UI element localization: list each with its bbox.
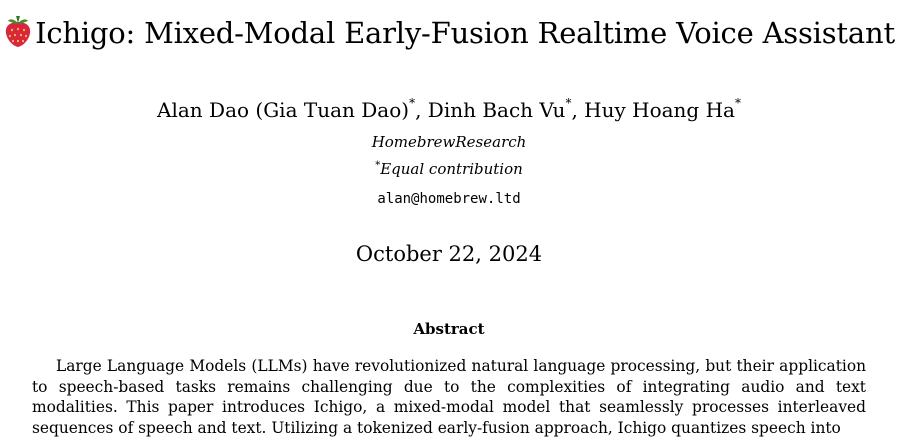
publication-date: October 22, 2024 [355,242,543,266]
strawberry-icon [5,16,31,47]
equal-contribution-text: Equal contribution [380,160,523,178]
equal-contribution-note: *Equal contribution [0,160,898,178]
equal-contribution-mark: * [375,160,381,171]
author-separator: , [571,98,585,122]
author-email[interactable]: alan@homebrew.ltd [377,191,521,207]
abstract-body: Large Language Models (LLMs) have revolu… [32,357,866,437]
author-mark: * [565,96,572,111]
author-mark: * [734,96,741,111]
author-name: Alan Dao (Gia Tuan Dao) [157,98,410,122]
author-name: Huy Hoang Ha [584,98,735,122]
author-name: Dinh Bach Vu [427,98,566,122]
paper-title: Ichigo: Mixed-Modal Early-Fusion Realtim… [35,16,895,50]
title-row: Ichigo: Mixed-Modal Early-Fusion Realtim… [0,16,898,50]
author-separator: , [415,98,428,122]
affiliation: HomebrewResearch [371,133,527,151]
abstract-heading: Abstract [413,320,485,338]
author-mark: * [409,96,416,111]
author-list: Alan Dao (Gia Tuan Dao)*, Dinh Bach Vu*,… [0,96,898,122]
